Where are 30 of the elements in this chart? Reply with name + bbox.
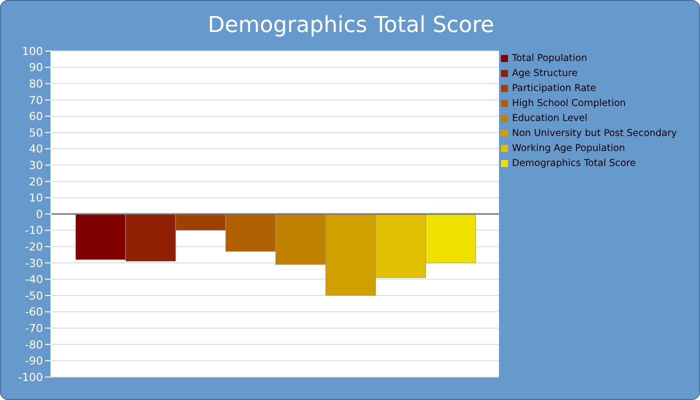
legend-label: Participation Rate: [512, 83, 596, 94]
legend-label: Demographics Total Score: [512, 158, 636, 169]
y-tick-label: -70: [25, 322, 43, 336]
y-tick-label: -30: [25, 256, 43, 270]
y-tick-label: 70: [29, 94, 43, 107]
y-tick-label: 10: [29, 192, 43, 205]
y-tick-label: -100: [18, 370, 43, 384]
legend-label: Age Structure: [512, 68, 578, 79]
y-tick-label: -50: [25, 289, 43, 302]
legend-label: Total Population: [512, 53, 588, 64]
y-tick-label: 0: [36, 208, 43, 221]
y-tick-label: -60: [25, 306, 43, 319]
y-tick-label: 50: [29, 126, 43, 140]
y-tick-label: 30: [29, 159, 43, 172]
y-tick-label: -40: [25, 273, 43, 286]
y-tick-label: 60: [29, 110, 43, 124]
y-tick-label: 100: [22, 44, 43, 58]
y-tick-label: 20: [29, 175, 43, 188]
y-tick-label: -20: [25, 240, 43, 254]
legend-label: High School Completion: [512, 98, 626, 109]
y-tick-label: -10: [25, 224, 43, 238]
y-tick-label: -80: [25, 338, 43, 352]
legend-label: Education Level: [512, 113, 588, 124]
chart-title: Demographics Total Score: [206, 13, 496, 38]
y-tick-label: 80: [29, 78, 43, 91]
legend-label: Working Age Population: [512, 143, 626, 154]
legend-label: Non University but Post Secondary: [512, 128, 677, 139]
y-tick-label: -90: [25, 354, 43, 368]
y-tick-label: 40: [29, 142, 43, 156]
y-tick-label: 90: [29, 61, 43, 74]
